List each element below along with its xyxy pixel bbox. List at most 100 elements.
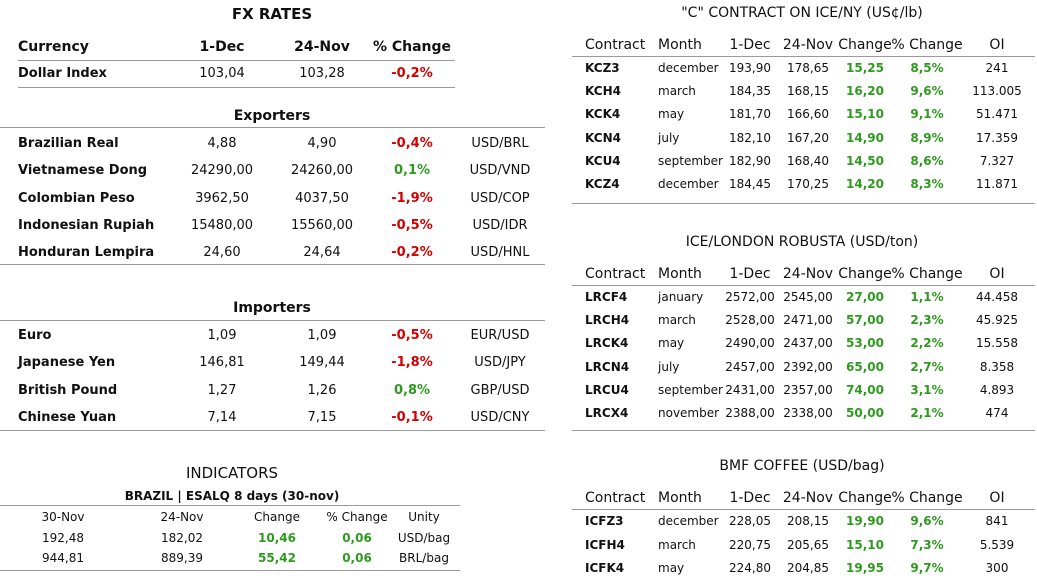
cell: 27,00: [846, 290, 884, 304]
cell: 8,6%: [910, 153, 944, 168]
cell: 14,20: [846, 177, 884, 191]
cell: 50,00: [846, 406, 884, 420]
row-label: British Pound: [18, 382, 118, 398]
column-header: 24-Nov: [782, 266, 834, 282]
column-header: Month: [658, 490, 702, 506]
cell: 228,05: [729, 514, 771, 528]
rule: [572, 203, 1035, 204]
column-header: OI: [989, 37, 1005, 53]
cell: 8.358: [979, 359, 1015, 374]
cell: 4,88: [207, 136, 237, 151]
cell: 10,46: [258, 531, 296, 545]
cell: 65,00: [846, 359, 884, 374]
column-header: Month: [658, 37, 702, 53]
cell: 2357,00: [783, 382, 833, 397]
cell: 1,27: [207, 382, 237, 398]
column-header: 1-Dec: [729, 37, 771, 53]
cell: 182,02: [161, 531, 203, 545]
cell: USD/HNL: [470, 245, 530, 261]
column-header: 30-Nov: [41, 510, 85, 524]
row-label: KCH4: [585, 84, 621, 99]
rule: [572, 430, 1035, 431]
cell: september: [658, 382, 723, 397]
cell: december: [658, 514, 719, 528]
cell: 8,3%: [910, 177, 944, 191]
column-header: Change: [838, 37, 892, 53]
column-header: % Change: [891, 490, 963, 506]
cell: 14,90: [846, 130, 884, 145]
cell: july: [658, 130, 680, 145]
cell: 5.539: [979, 537, 1015, 552]
column-header: 24-Nov: [782, 37, 834, 53]
column-header: 1-Dec: [729, 266, 771, 282]
column-header: Month: [658, 266, 702, 282]
column-header: 24-Nov: [294, 39, 350, 55]
cell: 2392,00: [783, 359, 833, 374]
cell: 103,28: [299, 66, 345, 81]
cell: 24,64: [303, 245, 341, 261]
cell: 2,2%: [910, 336, 944, 351]
cell: 55,42: [258, 551, 296, 565]
cell: -0,2%: [391, 245, 433, 261]
cell: may: [658, 561, 685, 575]
section-title: ICE/LONDON ROBUSTA (USD/ton): [685, 234, 919, 250]
cell: 45.925: [976, 313, 1018, 328]
cell: may: [658, 336, 685, 351]
cell: GBP/USD: [470, 382, 530, 398]
cell: december: [658, 177, 719, 191]
cell: 1,09: [307, 328, 337, 343]
cell: 7,3%: [910, 537, 944, 552]
group-title: Importers: [233, 300, 311, 316]
cell: 149,44: [299, 355, 345, 371]
row-label: LRCN4: [585, 359, 630, 374]
cell: 1,26: [307, 382, 337, 398]
cell: -1,8%: [391, 355, 433, 371]
column-header: Change: [838, 490, 892, 506]
cell: 1,09: [207, 328, 237, 343]
row-label: ICFK4: [585, 561, 625, 575]
cell: 168,40: [787, 153, 829, 168]
row-label: Brazilian Real: [18, 136, 119, 151]
cell: 146,81: [199, 355, 245, 371]
row-label: Euro: [18, 328, 52, 343]
column-header: 1-Dec: [729, 490, 771, 506]
cell: 944,81: [42, 551, 84, 565]
cell: 15,25: [846, 61, 884, 75]
cell: 208,15: [787, 514, 829, 528]
rule: [0, 320, 545, 321]
cell: 166,60: [787, 107, 829, 122]
cell: BRL/bag: [399, 551, 449, 565]
cell: 300: [985, 561, 1009, 575]
cell: -0,4%: [391, 136, 433, 151]
column-header: Contract: [585, 37, 646, 53]
cell: 0,06: [342, 531, 372, 545]
cell: 17.359: [976, 130, 1018, 145]
cell: 2490,00: [725, 336, 775, 351]
cell: 0,1%: [393, 163, 431, 179]
cell: 182,10: [729, 130, 771, 145]
cell: -0,1%: [391, 409, 433, 425]
cell: 220,75: [729, 537, 771, 552]
cell: 4,90: [307, 136, 337, 151]
cell: 2,1%: [910, 406, 944, 420]
cell: 4037,50: [295, 190, 349, 206]
cell: 2471,00: [783, 313, 833, 328]
rule: [572, 509, 1035, 510]
cell: 19,95: [846, 561, 884, 575]
cell: USD/JPY: [474, 355, 526, 371]
rule: [18, 87, 455, 88]
cell: 184,45: [729, 177, 771, 191]
column-header: 1-Dec: [199, 39, 245, 55]
cell: 57,00: [846, 313, 884, 328]
row-label: KCU4: [585, 153, 621, 168]
cell: march: [658, 537, 696, 552]
cell: USD/COP: [470, 190, 530, 206]
cell: 178,65: [787, 61, 829, 75]
cell: 15480,00: [190, 217, 254, 233]
cell: may: [658, 107, 685, 122]
row-label: Indonesian Rupiah: [18, 217, 155, 233]
column-header: % Change: [372, 39, 452, 55]
column-header: 24-Nov: [782, 490, 834, 506]
row-label: Japanese Yen: [18, 355, 116, 371]
